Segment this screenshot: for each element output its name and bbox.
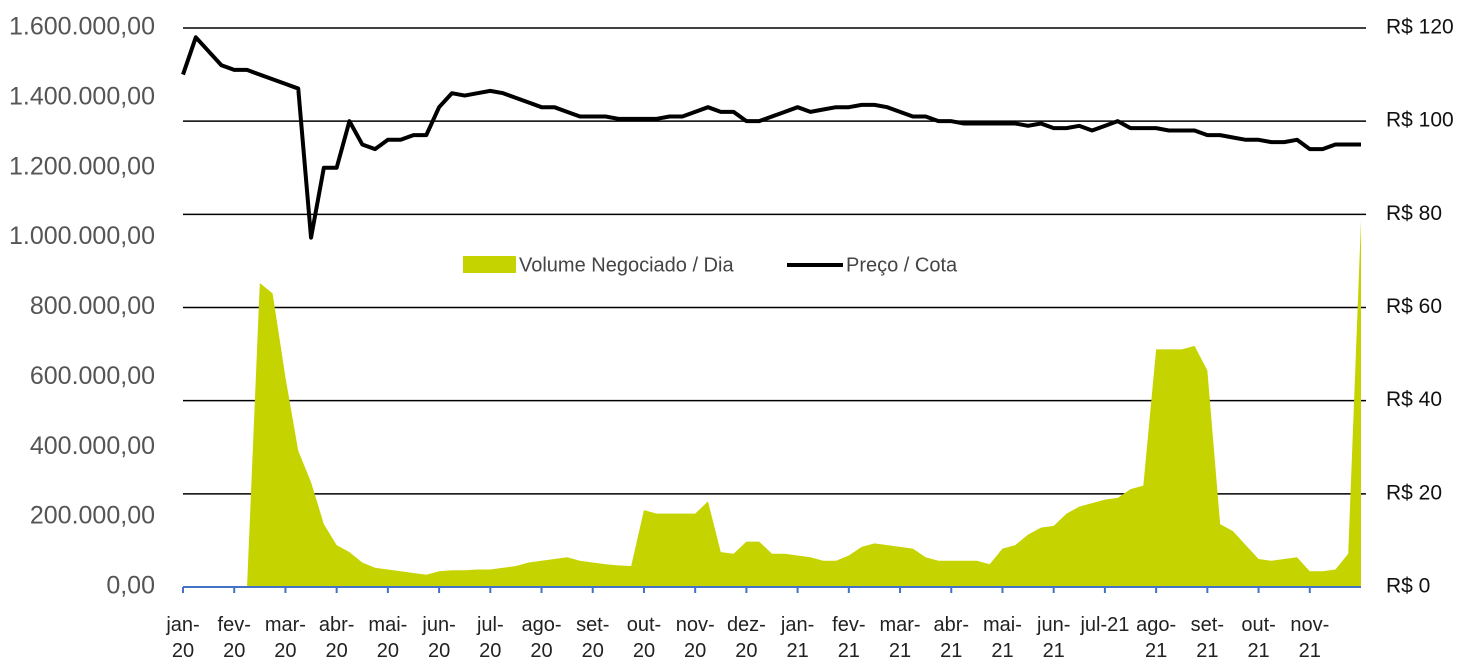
x-tick-label: jan- 20 — [166, 614, 200, 662]
x-tick-label: out- 21 — [1241, 614, 1276, 662]
x-tick-label: mai- 21 — [983, 614, 1022, 662]
x-tick-label: fev- 20 — [217, 614, 251, 662]
x-tick-label: dez- 20 — [726, 614, 766, 662]
x-tick-label: abr- 21 — [933, 614, 970, 662]
y-tick-label: 0,00 — [106, 572, 155, 600]
x-tick-label: set- 20 — [576, 614, 610, 662]
y-tick-label: 1.600.000,00 — [9, 13, 155, 41]
x-tick-label: jun- 21 — [1037, 614, 1071, 662]
x-tick-label: jul- 20 — [476, 614, 504, 662]
y2-tick-label: R$ 0 — [1386, 575, 1430, 598]
y2-tick-label: R$ 80 — [1386, 202, 1442, 225]
y2-tick-label: R$ 40 — [1386, 388, 1442, 411]
y2-tick-label: R$ 20 — [1386, 481, 1442, 504]
legend-label: Preço / Cota — [846, 254, 958, 276]
y-tick-label: 1.400.000,00 — [9, 82, 155, 110]
y2-tick-label: R$ 120 — [1386, 16, 1454, 39]
volume-area — [183, 220, 1361, 587]
x-tick-label: nov- 21 — [1290, 614, 1330, 662]
x-tick-label: ago- 20 — [521, 614, 562, 662]
x-tick-label: jul-21 — [1080, 614, 1130, 636]
y-tick-label: 200.000,00 — [30, 502, 155, 530]
x-tick-label: mar- 21 — [879, 614, 921, 662]
x-tick-label: nov- 20 — [675, 614, 715, 662]
price-line — [181, 35, 1361, 240]
y2-tick-label: R$ 100 — [1386, 109, 1454, 132]
y2-tick-label: R$ 60 — [1386, 295, 1442, 318]
x-tick-label: out- 20 — [626, 614, 662, 662]
x-tick-label: jan- 21 — [780, 614, 815, 662]
legend-label: Volume Negociado / Dia — [519, 254, 734, 276]
y-tick-label: 600.000,00 — [30, 362, 155, 390]
x-tick-label: fev- 21 — [832, 614, 866, 662]
x-tick-label: ago- 21 — [1136, 614, 1177, 662]
x-tick-label: jun- 20 — [422, 614, 456, 662]
y-tick-label: 400.000,00 — [30, 432, 155, 460]
x-tick-label: mai- 20 — [368, 614, 408, 662]
legend-swatch — [463, 256, 516, 273]
x-tick-label: mar- 20 — [264, 614, 306, 662]
x-tick-label: set- 21 — [1190, 614, 1225, 662]
y-tick-label: 1.200.000,00 — [9, 152, 155, 180]
y-tick-label: 1.000.000,00 — [9, 222, 155, 250]
x-tick-label: abr- 20 — [318, 614, 355, 662]
y-tick-label: 800.000,00 — [30, 292, 155, 320]
